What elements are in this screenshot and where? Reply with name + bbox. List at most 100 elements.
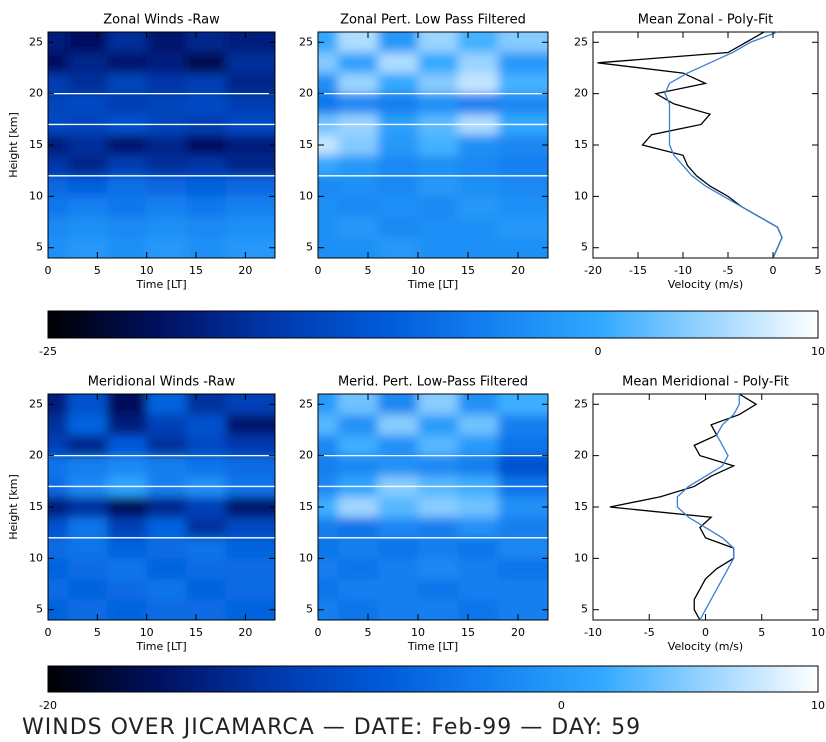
x-tick-label: 5 [365, 264, 372, 277]
heatmap-cell [48, 599, 69, 620]
heatmap-cell [107, 558, 148, 580]
heatmap-cell [48, 496, 69, 518]
heatmap [318, 32, 548, 258]
heatmap-cell [67, 93, 108, 115]
heatmap-cell [458, 93, 499, 115]
heatmap-cell [338, 73, 379, 95]
heatmap-cell [48, 455, 69, 477]
x-tick-label: 15 [189, 626, 203, 639]
heatmap-cell [418, 134, 459, 156]
heatmap-cell [225, 414, 275, 436]
heatmap-cell [225, 578, 275, 600]
heatmap-cell [107, 599, 148, 620]
x-axis-label: Time [LT] [407, 278, 458, 291]
heatmap-cell [498, 175, 548, 197]
heatmap-cell [498, 155, 548, 177]
heatmap-cell [498, 414, 548, 436]
x-tick-label: -15 [629, 264, 647, 277]
panel-title: Mean Zonal - Poly-Fit [638, 13, 774, 28]
y-tick-label: 15 [299, 500, 313, 513]
heatmap-cell [67, 155, 108, 177]
heatmap-cell [225, 93, 275, 115]
heatmap-cell [107, 73, 148, 95]
heatmap-cell [458, 517, 499, 539]
heatmap-cell [225, 155, 275, 177]
panel-title: Meridional Winds -Raw [88, 375, 236, 390]
heatmap-cell [498, 578, 548, 600]
x-tick-label: 0 [45, 626, 52, 639]
heatmap-cell [225, 435, 275, 457]
heatmap-cell [146, 52, 187, 74]
heatmap-cell [146, 175, 187, 197]
colorbar-tick-label: -25 [39, 345, 57, 358]
heatmap-cell [458, 578, 499, 600]
y-tick-label: 10 [574, 551, 588, 564]
heatmap-cell [338, 196, 379, 218]
heatmap-cell [418, 435, 459, 457]
colorbar-tick-label: -20 [39, 699, 57, 712]
heatmap-cell [318, 32, 339, 54]
y-tick-label: 10 [299, 189, 313, 202]
heatmap-cell [378, 134, 419, 156]
colorbar-tick-label: 0 [558, 699, 565, 712]
heatmap-cell [378, 599, 419, 620]
heatmap-cell [225, 175, 275, 197]
heatmap-cell [146, 394, 187, 416]
heatmap-cell [318, 455, 339, 477]
heatmap-cell [186, 558, 227, 580]
heatmap-cell [498, 537, 548, 559]
heatmap-cell [186, 73, 227, 95]
x-tick-label: 15 [189, 264, 203, 277]
heatmap [318, 394, 548, 620]
heatmap-cell [107, 155, 148, 177]
heatmap-cell [225, 134, 275, 156]
y-tick-label: 5 [36, 603, 43, 616]
x-axis-label: Time [LT] [135, 640, 186, 653]
heatmap-cell [67, 537, 108, 559]
heatmap-cell [48, 216, 69, 238]
heatmap-cell [186, 175, 227, 197]
heatmap-cell [186, 93, 227, 115]
y-tick-label: 25 [299, 35, 313, 48]
heatmap-cell [146, 558, 187, 580]
y-tick-label: 5 [581, 241, 588, 254]
heatmap-cell [418, 558, 459, 580]
heatmap-cell [146, 496, 187, 518]
heatmap-cell [498, 52, 548, 74]
x-tick-label: 10 [811, 626, 825, 639]
heatmap-cell [378, 73, 419, 95]
heatmap-cell [418, 52, 459, 74]
heatmap-cell [338, 52, 379, 74]
x-axis-label: Time [LT] [135, 278, 186, 291]
heatmap-cells [318, 394, 548, 620]
heatmap-cell [378, 175, 419, 197]
x-axis-label: Velocity (m/s) [668, 278, 743, 291]
heatmap-cell [107, 93, 148, 115]
y-tick-label: 15 [29, 500, 43, 513]
heatmap-cell [338, 455, 379, 477]
x-tick-label: 0 [770, 264, 777, 277]
heatmap-cell [458, 496, 499, 518]
panel-title: Zonal Winds -Raw [103, 13, 220, 28]
y-tick-label: 15 [29, 138, 43, 151]
heatmap-cell [418, 196, 459, 218]
heatmap-cell [378, 517, 419, 539]
heatmap-cell [107, 134, 148, 156]
heatmap-cell [498, 394, 548, 416]
heatmap-cell [67, 73, 108, 95]
heatmap-cell [318, 394, 339, 416]
heatmap-cell [458, 196, 499, 218]
heatmap-cell [48, 394, 69, 416]
heatmap-cell [186, 134, 227, 156]
y-tick-label: 20 [299, 449, 313, 462]
x-tick-label: -5 [723, 264, 734, 277]
heatmap-cell [378, 394, 419, 416]
heatmap-cell [107, 435, 148, 457]
y-tick-label: 20 [574, 87, 588, 100]
heatmap-cell [48, 237, 69, 258]
heatmap-cell [186, 414, 227, 436]
y-tick-label: 15 [574, 500, 588, 513]
heatmap-cell [418, 496, 459, 518]
heatmap-cell [378, 93, 419, 115]
panel-title: Merid. Pert. Low-Pass Filtered [338, 375, 528, 390]
